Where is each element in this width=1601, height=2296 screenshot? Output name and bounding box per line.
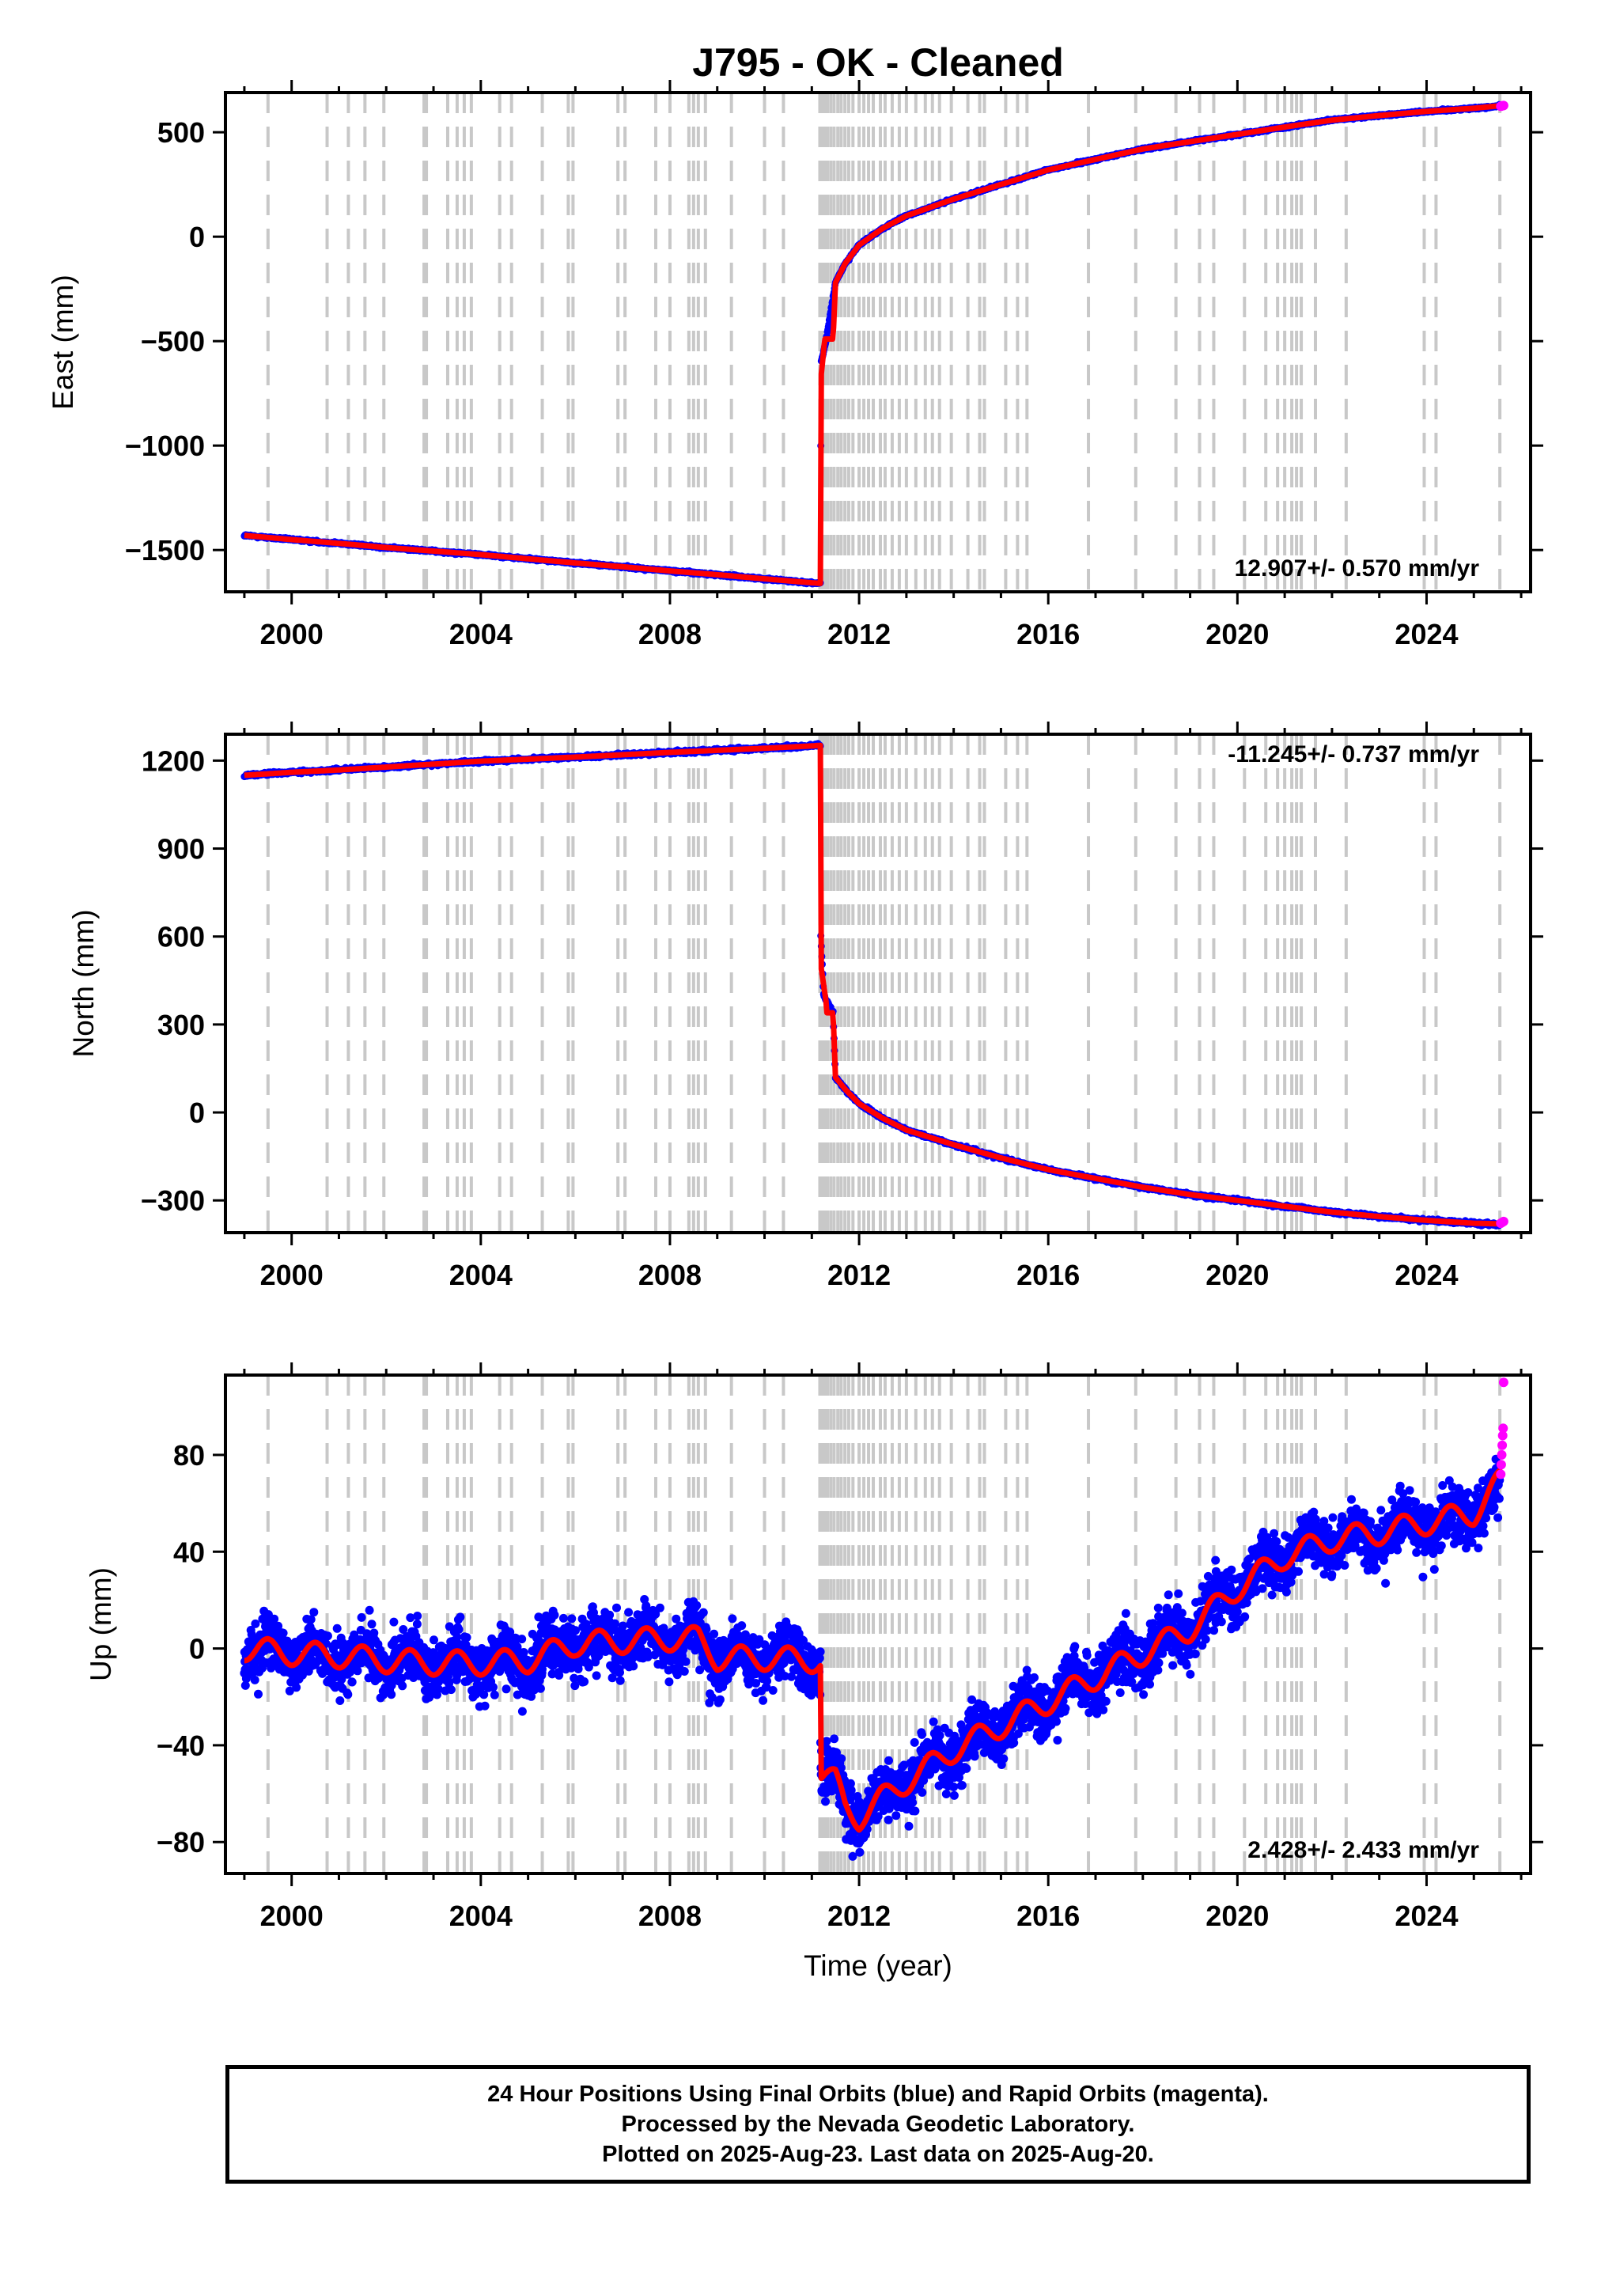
- event-lines: [266, 734, 1502, 1233]
- y-tick-label: 0: [189, 221, 205, 253]
- panel-frame: [224, 91, 1532, 593]
- panels-group: 2000 2004 2008 2012 2016 2020 2024 500 0 −500 −100…: [47, 80, 1543, 1932]
- x-tick-label: 2016: [1016, 618, 1080, 650]
- y-tick-label: −1500: [125, 534, 205, 566]
- panel-north: 2000 2004 2008 2012 2016 2020 2024120090060030…: [67, 722, 1543, 1291]
- panel-east: 2000 2004 2008 2012 2016 2020 2024 500 0 −500 −100…: [47, 80, 1543, 650]
- x-tick-label: 2004: [449, 618, 513, 650]
- y-tick-label: −1000: [125, 430, 205, 462]
- rapid-orbit-point: [1498, 100, 1508, 111]
- x-tick-label: 2000: [260, 618, 324, 650]
- y-tick-label: 500: [157, 116, 205, 149]
- figure-title: J795 - OK - Cleaned: [692, 40, 1064, 85]
- y-tick-label: −500: [141, 325, 205, 358]
- x-tick-label: 2024: [1395, 618, 1458, 650]
- x-tick-label: 2008: [638, 618, 702, 650]
- x-tick-label: 2012: [827, 618, 891, 650]
- x-tick-label: 2020: [1205, 618, 1269, 650]
- event-lines: [266, 93, 1502, 592]
- velocity-rate-label: 12.907+/- 0.570 mm/yr: [1235, 555, 1480, 582]
- y-axis-label: East (mm): [47, 275, 79, 410]
